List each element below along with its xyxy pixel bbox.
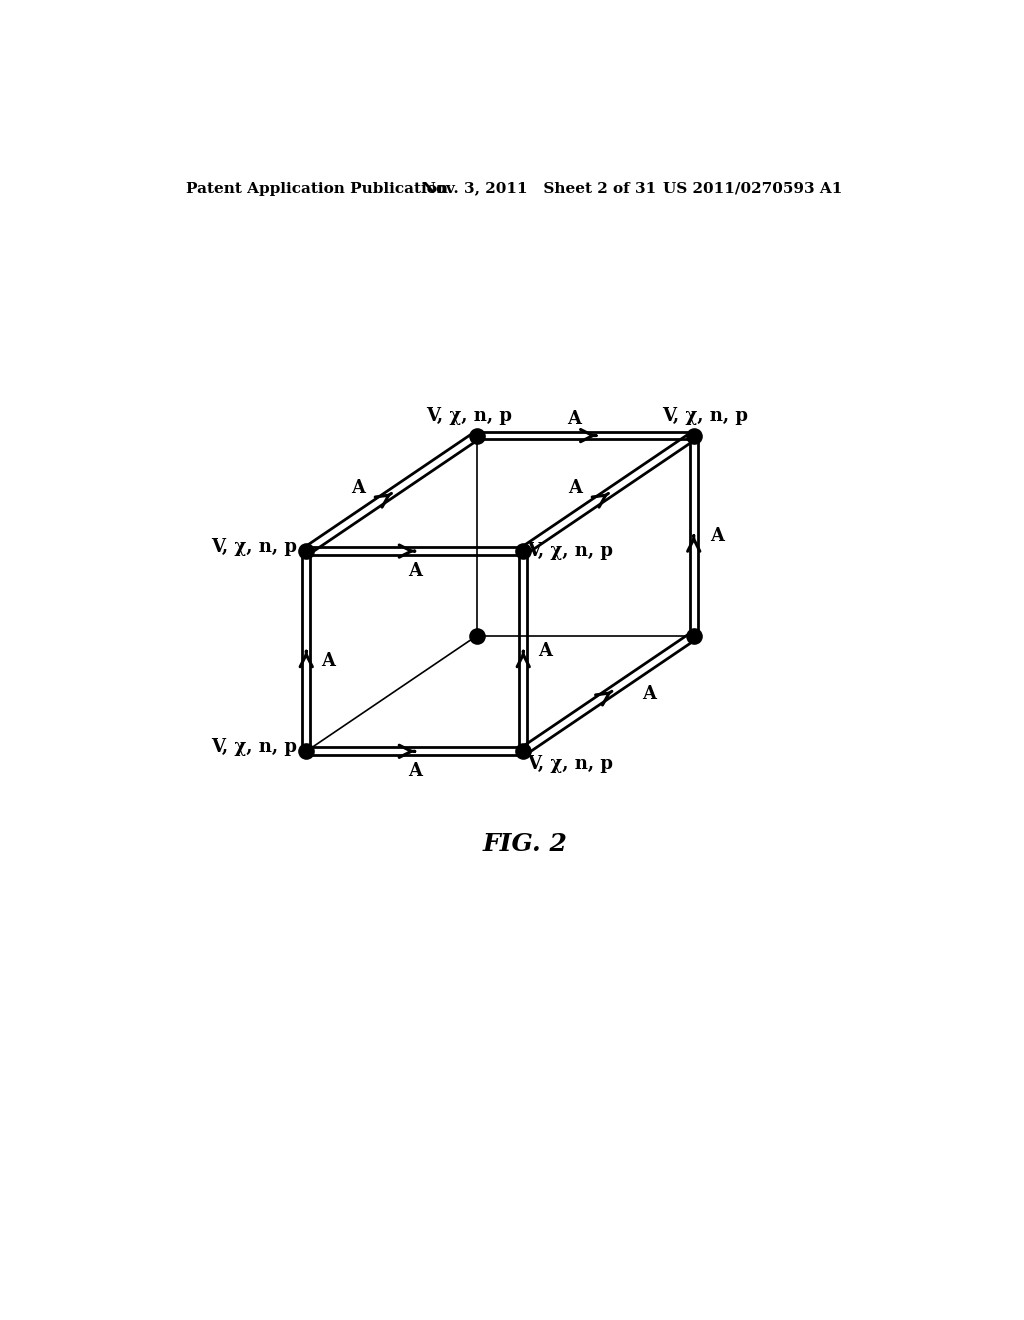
Text: A: A (321, 652, 335, 671)
Text: FIG. 2: FIG. 2 (482, 832, 567, 855)
Point (515, 541, 531, 562)
Text: V, χ, n, p: V, χ, n, p (211, 738, 297, 756)
Point (685, 425, 701, 446)
Point (515, 741, 531, 762)
Text: A: A (567, 409, 582, 428)
Text: A: A (568, 479, 583, 496)
Point (298, 741, 314, 762)
Point (469, 425, 485, 446)
Text: Patent Application Publication: Patent Application Publication (186, 182, 449, 195)
Text: A: A (710, 527, 724, 545)
Point (298, 541, 314, 562)
Text: A: A (408, 763, 422, 780)
Text: V, χ, n, p: V, χ, n, p (663, 407, 749, 425)
Point (685, 626, 701, 647)
Text: V, χ, n, p: V, χ, n, p (527, 755, 613, 774)
Text: US 2011/0270593 A1: US 2011/0270593 A1 (663, 182, 842, 195)
Text: A: A (351, 479, 366, 496)
Text: V, χ, n, p: V, χ, n, p (426, 407, 512, 425)
Text: V, χ, n, p: V, χ, n, p (211, 539, 297, 556)
Text: A: A (408, 562, 422, 579)
Text: A: A (642, 685, 655, 702)
Point (469, 626, 485, 647)
Text: V, χ, n, p: V, χ, n, p (527, 543, 613, 560)
Text: Nov. 3, 2011   Sheet 2 of 31: Nov. 3, 2011 Sheet 2 of 31 (423, 182, 656, 195)
Text: A: A (538, 643, 552, 660)
